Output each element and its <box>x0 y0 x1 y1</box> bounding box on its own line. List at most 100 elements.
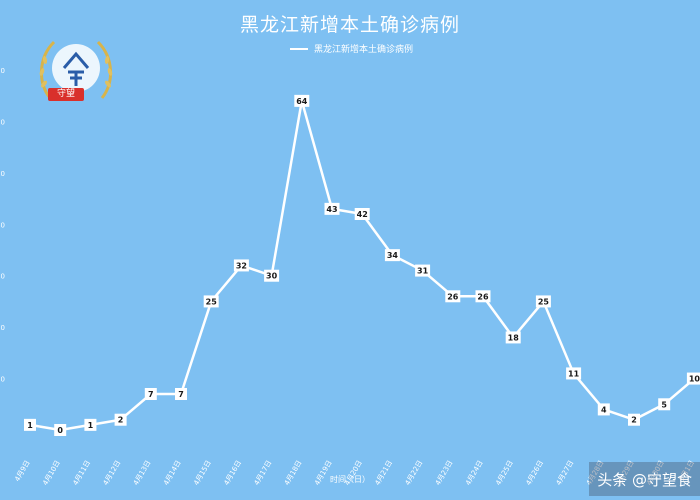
x-tick-label: 4月14日 <box>162 459 183 487</box>
data-marker <box>658 398 671 411</box>
data-marker <box>475 290 491 303</box>
data-marker <box>203 295 219 308</box>
data-label: 5 <box>661 400 667 409</box>
y-tick-label: 60 <box>0 118 5 126</box>
data-label: 43 <box>326 205 337 214</box>
data-marker <box>175 388 187 400</box>
x-tick-label: 4月17日 <box>253 459 274 487</box>
x-tick-label: 4月11日 <box>72 459 93 487</box>
x-tick-label: 4月23日 <box>434 459 455 487</box>
data-point: 25 <box>535 295 551 308</box>
data-marker <box>54 424 67 436</box>
x-tick-label: 4月12日 <box>102 459 123 487</box>
data-label: 30 <box>266 272 278 281</box>
data-label: 4 <box>601 405 607 414</box>
data-label: 0 <box>57 426 63 435</box>
data-point: 10 <box>686 372 700 385</box>
legend: 黑龙江新增本土确诊病例 <box>290 42 413 55</box>
data-marker <box>535 295 551 308</box>
data-label: 31 <box>417 267 429 276</box>
data-point: 4 <box>597 403 610 416</box>
data-marker <box>264 269 280 282</box>
data-marker <box>686 372 700 385</box>
data-point: 64 <box>294 94 310 107</box>
y-tick-label: 30 <box>0 273 5 281</box>
x-tick-label: 4月16日 <box>223 459 244 487</box>
data-label: 1 <box>88 421 94 430</box>
data-point: 25 <box>203 295 219 308</box>
x-tick-label: 4月22日 <box>404 459 425 487</box>
data-point: 34 <box>384 249 400 262</box>
y-tick-label: 70 <box>0 67 5 75</box>
data-label: 64 <box>296 97 308 106</box>
data-label: 32 <box>236 261 247 270</box>
data-marker <box>84 418 97 431</box>
y-tick-label: 40 <box>0 221 5 229</box>
data-label: 10 <box>689 375 700 384</box>
x-tick-label: 4月26日 <box>525 459 546 487</box>
data-point: 7 <box>144 388 157 400</box>
data-label: 26 <box>477 292 489 301</box>
x-tick-label: 4月10日 <box>41 459 62 487</box>
data-marker <box>415 264 431 277</box>
logo-badge: 守望 <box>48 88 84 101</box>
data-marker <box>628 413 640 426</box>
data-marker <box>144 388 157 400</box>
x-tick-label: 4月18日 <box>283 459 304 487</box>
watermark: 头条 @守望食 <box>589 462 700 496</box>
data-point: 1 <box>84 418 97 431</box>
data-point: 2 <box>114 413 127 426</box>
data-point: 31 <box>415 264 431 277</box>
data-marker <box>324 202 340 215</box>
data-point: 1 <box>24 418 36 431</box>
series-line <box>29 99 696 432</box>
x-tick-label: 4月21日 <box>374 459 395 487</box>
data-marker <box>354 208 370 220</box>
data-label: 42 <box>357 210 368 219</box>
data-label: 25 <box>206 297 218 306</box>
data-label: 25 <box>538 297 550 306</box>
data-label: 34 <box>387 251 399 260</box>
x-tick-label: 4月25日 <box>494 459 515 487</box>
data-point: 0 <box>54 424 67 436</box>
wreath-logo-icon <box>39 40 113 99</box>
data-marker <box>505 331 521 344</box>
data-marker <box>597 403 610 416</box>
data-marker <box>566 367 582 380</box>
data-label: 7 <box>178 390 184 399</box>
y-tick-label: 20 <box>0 324 5 332</box>
y-tick-label: 10 <box>0 376 5 384</box>
x-axis-label: 时间（日） <box>330 475 370 484</box>
data-marker <box>445 290 461 303</box>
legend-label: 黑龙江新增本土确诊病例 <box>314 45 414 55</box>
x-tick-label: 4月24日 <box>464 459 485 487</box>
data-marker <box>233 259 249 272</box>
data-label: 11 <box>568 369 580 378</box>
data-marker <box>384 249 400 262</box>
x-tick-label: 4月15日 <box>192 459 213 487</box>
data-point: 26 <box>475 290 491 303</box>
data-label: 2 <box>631 416 637 425</box>
x-tick-label: 4月13日 <box>132 459 153 487</box>
data-point: 2 <box>628 413 640 426</box>
data-point: 7 <box>175 388 187 400</box>
data-label: 26 <box>447 292 459 301</box>
data-point: 43 <box>324 202 340 215</box>
x-tick-label: 4月27日 <box>555 459 576 487</box>
data-label: 7 <box>148 390 154 399</box>
data-point: 42 <box>354 208 370 220</box>
data-point: 26 <box>445 290 461 303</box>
x-tick-label: 4月9日 <box>13 459 31 483</box>
data-label: 18 <box>508 333 520 342</box>
data-label: 2 <box>118 416 124 425</box>
y-tick-label: 50 <box>0 170 5 178</box>
data-point: 11 <box>566 367 582 380</box>
data-point: 32 <box>233 259 249 272</box>
data-point: 5 <box>658 398 671 411</box>
data-point: 30 <box>264 269 280 282</box>
legend-swatch <box>290 47 308 50</box>
chart-title: 黑龙江新增本土确诊病例 <box>239 14 460 36</box>
data-marker <box>24 418 36 431</box>
